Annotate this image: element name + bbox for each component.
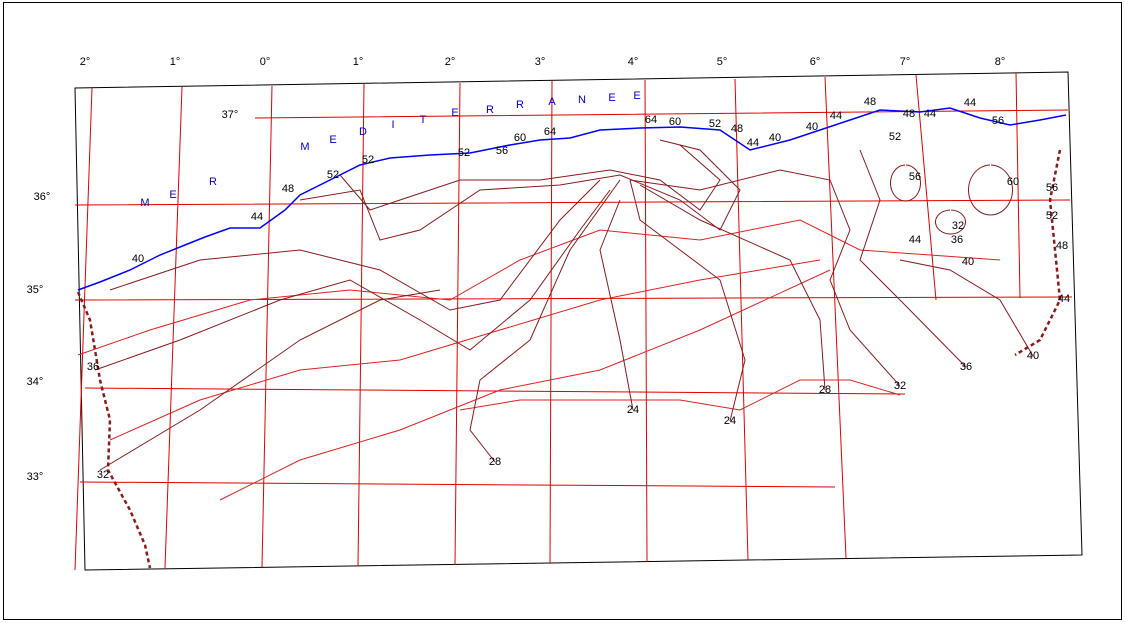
sea-letter: E	[329, 134, 336, 146]
contour-label: 28	[489, 456, 501, 468]
contour-label: 48	[903, 108, 915, 120]
latitude-label: 35°	[27, 284, 44, 296]
sea-letter: D	[359, 126, 367, 138]
map: 2° 1° 0° 1° 2° 3° 4° 5° 6° 7° 8° 37° 36° 35° 34° 33° M E R…	[0, 0, 1125, 623]
contour-label: 56	[909, 171, 921, 183]
contour-label: 64	[544, 126, 556, 138]
contour-label: 32	[97, 469, 109, 481]
sea-letter: M	[300, 141, 309, 153]
contour-label: 32	[952, 220, 964, 232]
contour-label: 40	[132, 253, 144, 265]
contour-label: 56	[496, 145, 508, 157]
contour-label: 60	[669, 116, 681, 128]
contour-label: 60	[1007, 176, 1019, 188]
sea-letter: E	[169, 189, 176, 201]
contour-label: 52	[709, 118, 721, 130]
contour-label: 40	[769, 132, 781, 144]
contour-label: 52	[1046, 210, 1058, 222]
contour-label: 40	[1027, 350, 1039, 362]
longitude-label: 2°	[445, 56, 456, 68]
contour-label: 48	[864, 96, 876, 108]
contour-label: 64	[645, 114, 657, 126]
latitude-label: 33°	[27, 471, 44, 483]
longitude-label: 7°	[900, 56, 911, 68]
contour-label: 52	[458, 147, 470, 159]
sea-letter: I	[391, 119, 394, 131]
sea-letter: N	[578, 94, 586, 106]
longitude-label: 4°	[628, 56, 639, 68]
sea-letter: A	[548, 96, 556, 108]
contour-label: 56	[1046, 182, 1058, 194]
contour-label: 44	[747, 137, 759, 149]
contour-label: 44	[909, 234, 921, 246]
sea-letter: R	[486, 104, 494, 116]
longitude-label: 2°	[80, 56, 91, 68]
longitude-label: 1°	[353, 56, 364, 68]
contour-label: 36	[87, 361, 99, 373]
coastline	[78, 108, 1066, 290]
contour-label: 40	[806, 121, 818, 133]
contour-label: 52	[889, 131, 901, 143]
contour-label: 44	[924, 108, 936, 120]
border	[78, 150, 1060, 568]
contour-label: 56	[992, 115, 1004, 127]
sea-letter: E	[633, 90, 640, 102]
latitude-label: 36°	[34, 191, 51, 203]
contour-label: 32	[894, 380, 906, 392]
contour-label: 60	[514, 132, 526, 144]
contour-label: 36	[951, 234, 963, 246]
sea-letter: T	[420, 114, 427, 126]
contour-label: 52	[362, 154, 374, 166]
contour-label: 44	[964, 97, 976, 109]
contour-label: 24	[724, 415, 736, 427]
sea-letter: R	[209, 176, 217, 188]
contour-label: 48	[1056, 240, 1068, 252]
contour-label: 36	[960, 361, 972, 373]
latitude-label: 37°	[222, 109, 239, 121]
longitude-label: 0°	[260, 56, 271, 68]
contour-label: 28	[819, 384, 831, 396]
sea-letter: E	[451, 107, 458, 119]
sea-letter: E	[608, 92, 615, 104]
contour-label: 48	[282, 183, 294, 195]
contour-label: 44	[1058, 293, 1070, 305]
contour-label: 48	[731, 123, 743, 135]
contour-label: 44	[830, 110, 842, 122]
map-frame	[75, 72, 1082, 570]
longitude-label: 8°	[995, 56, 1006, 68]
longitude-label: 1°	[170, 56, 181, 68]
contours	[95, 140, 1033, 470]
longitude-label: 3°	[535, 56, 546, 68]
contour-label: 40	[962, 256, 974, 268]
graticule	[75, 73, 1072, 570]
latitude-label: 34°	[27, 376, 44, 388]
contour-label: 24	[627, 404, 639, 416]
contour-label: 52	[327, 169, 339, 181]
sea-letter: R	[516, 99, 524, 111]
longitude-label: 5°	[717, 56, 728, 68]
contour-label: 44	[251, 211, 263, 223]
longitude-label: 6°	[810, 56, 821, 68]
sea-letter: M	[140, 197, 149, 209]
